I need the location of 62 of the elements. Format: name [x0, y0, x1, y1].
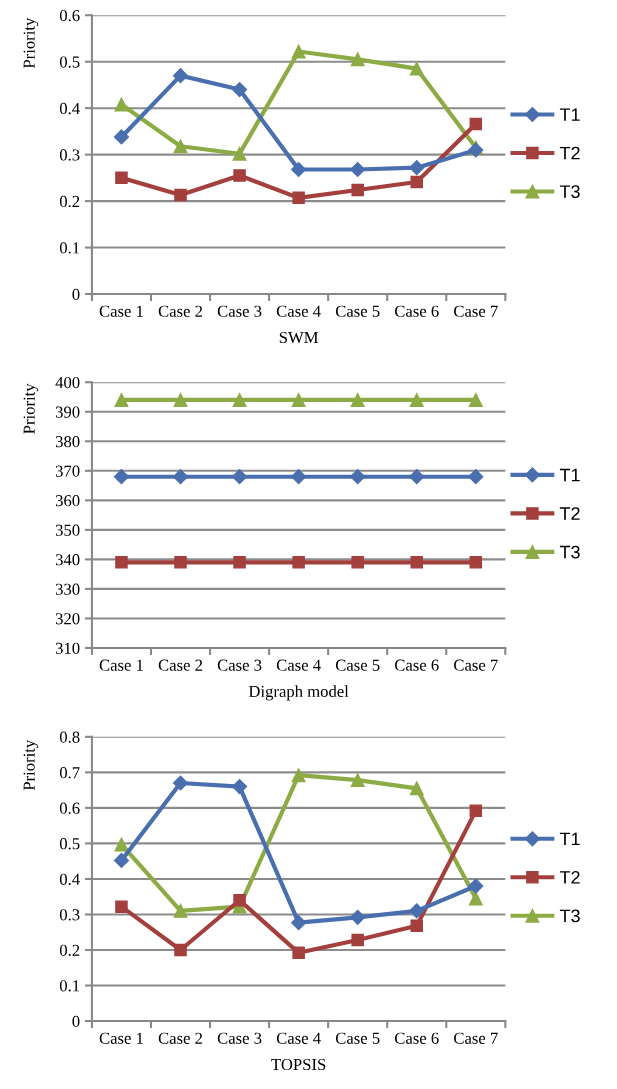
y-tick-label: 370	[55, 465, 80, 477]
legend-label: T2	[559, 870, 580, 884]
y-axis-title: Priority	[23, 17, 39, 69]
x-tick-label: Case 1	[99, 1032, 143, 1044]
x-axis-title: TOPSIS	[271, 1058, 326, 1071]
x-tick-label: Case 7	[454, 1032, 498, 1044]
x-tick-label: Case 3	[217, 659, 262, 671]
x-tick-label: Case 2	[158, 659, 203, 671]
y-axis-title: Priority	[23, 383, 39, 434]
x-tick-label: Case 4	[276, 1032, 321, 1044]
y-tick-label: 380	[55, 435, 80, 448]
y-tick-label: 0.2	[59, 195, 80, 208]
x-tick-label: Case 7	[454, 305, 498, 317]
x-tick-label: Case 2	[158, 1032, 203, 1044]
legend-label: T1	[559, 832, 580, 846]
y-tick-label: 0.8	[59, 731, 80, 743]
y-tick-label: 0.1	[59, 980, 80, 992]
y-tick-label: 0.5	[59, 838, 80, 850]
x-tick-label: Case 3	[217, 305, 262, 317]
y-tick-label: 0.3	[59, 909, 80, 921]
y-tick-label: 0.7	[59, 767, 80, 779]
legend-label: T2	[559, 507, 580, 520]
y-tick-label: 310	[55, 642, 80, 654]
x-tick-label: Case 3	[217, 1032, 262, 1044]
legend-label: T3	[559, 909, 580, 923]
y-tick-label: 0	[72, 1015, 80, 1027]
y-tick-label: 400	[55, 376, 80, 389]
y-tick-label: 0.1	[59, 242, 80, 254]
legend-label: T2	[559, 146, 580, 160]
x-tick-label: Case 6	[394, 659, 439, 671]
x-tick-label: Case 7	[454, 659, 498, 671]
y-tick-label: 0.6	[59, 9, 80, 22]
x-tick-label: Case 5	[335, 1032, 380, 1044]
x-tick-label: Case 1	[99, 659, 143, 671]
x-tick-label: Case 2	[158, 305, 203, 317]
y-tick-label: 320	[55, 613, 80, 625]
y-tick-label: 0.5	[59, 56, 80, 68]
y-axis-title: Priority	[23, 739, 39, 791]
legend-label: T1	[559, 468, 580, 482]
y-tick-label: 360	[55, 495, 80, 507]
x-tick-label: Case 4	[276, 659, 321, 671]
x-tick-label: Case 6	[394, 1032, 439, 1044]
legend-label: T1	[559, 108, 580, 121]
y-tick-label: 0.4	[59, 873, 80, 885]
y-tick-label: 390	[55, 406, 80, 418]
y-tick-label: 0.3	[59, 149, 80, 161]
y-tick-label: 0	[72, 288, 80, 300]
x-axis-title: SWM	[279, 331, 319, 344]
x-tick-label: Case 5	[335, 305, 380, 317]
x-tick-label: Case 6	[394, 305, 439, 317]
legend-label: T3	[559, 545, 580, 559]
y-tick-label: 0.4	[59, 102, 80, 115]
x-tick-label: Case 5	[335, 659, 380, 671]
y-tick-label: 350	[55, 524, 80, 536]
x-tick-label: Case 4	[276, 305, 321, 317]
y-tick-label: 0.2	[59, 944, 80, 957]
y-tick-label: 0.6	[59, 802, 80, 814]
x-tick-label: Case 1	[99, 305, 143, 317]
y-tick-label: 330	[55, 583, 80, 595]
y-tick-label: 340	[55, 554, 80, 566]
legend-label: T3	[559, 185, 580, 198]
x-axis-title: Digraph model	[248, 685, 349, 701]
